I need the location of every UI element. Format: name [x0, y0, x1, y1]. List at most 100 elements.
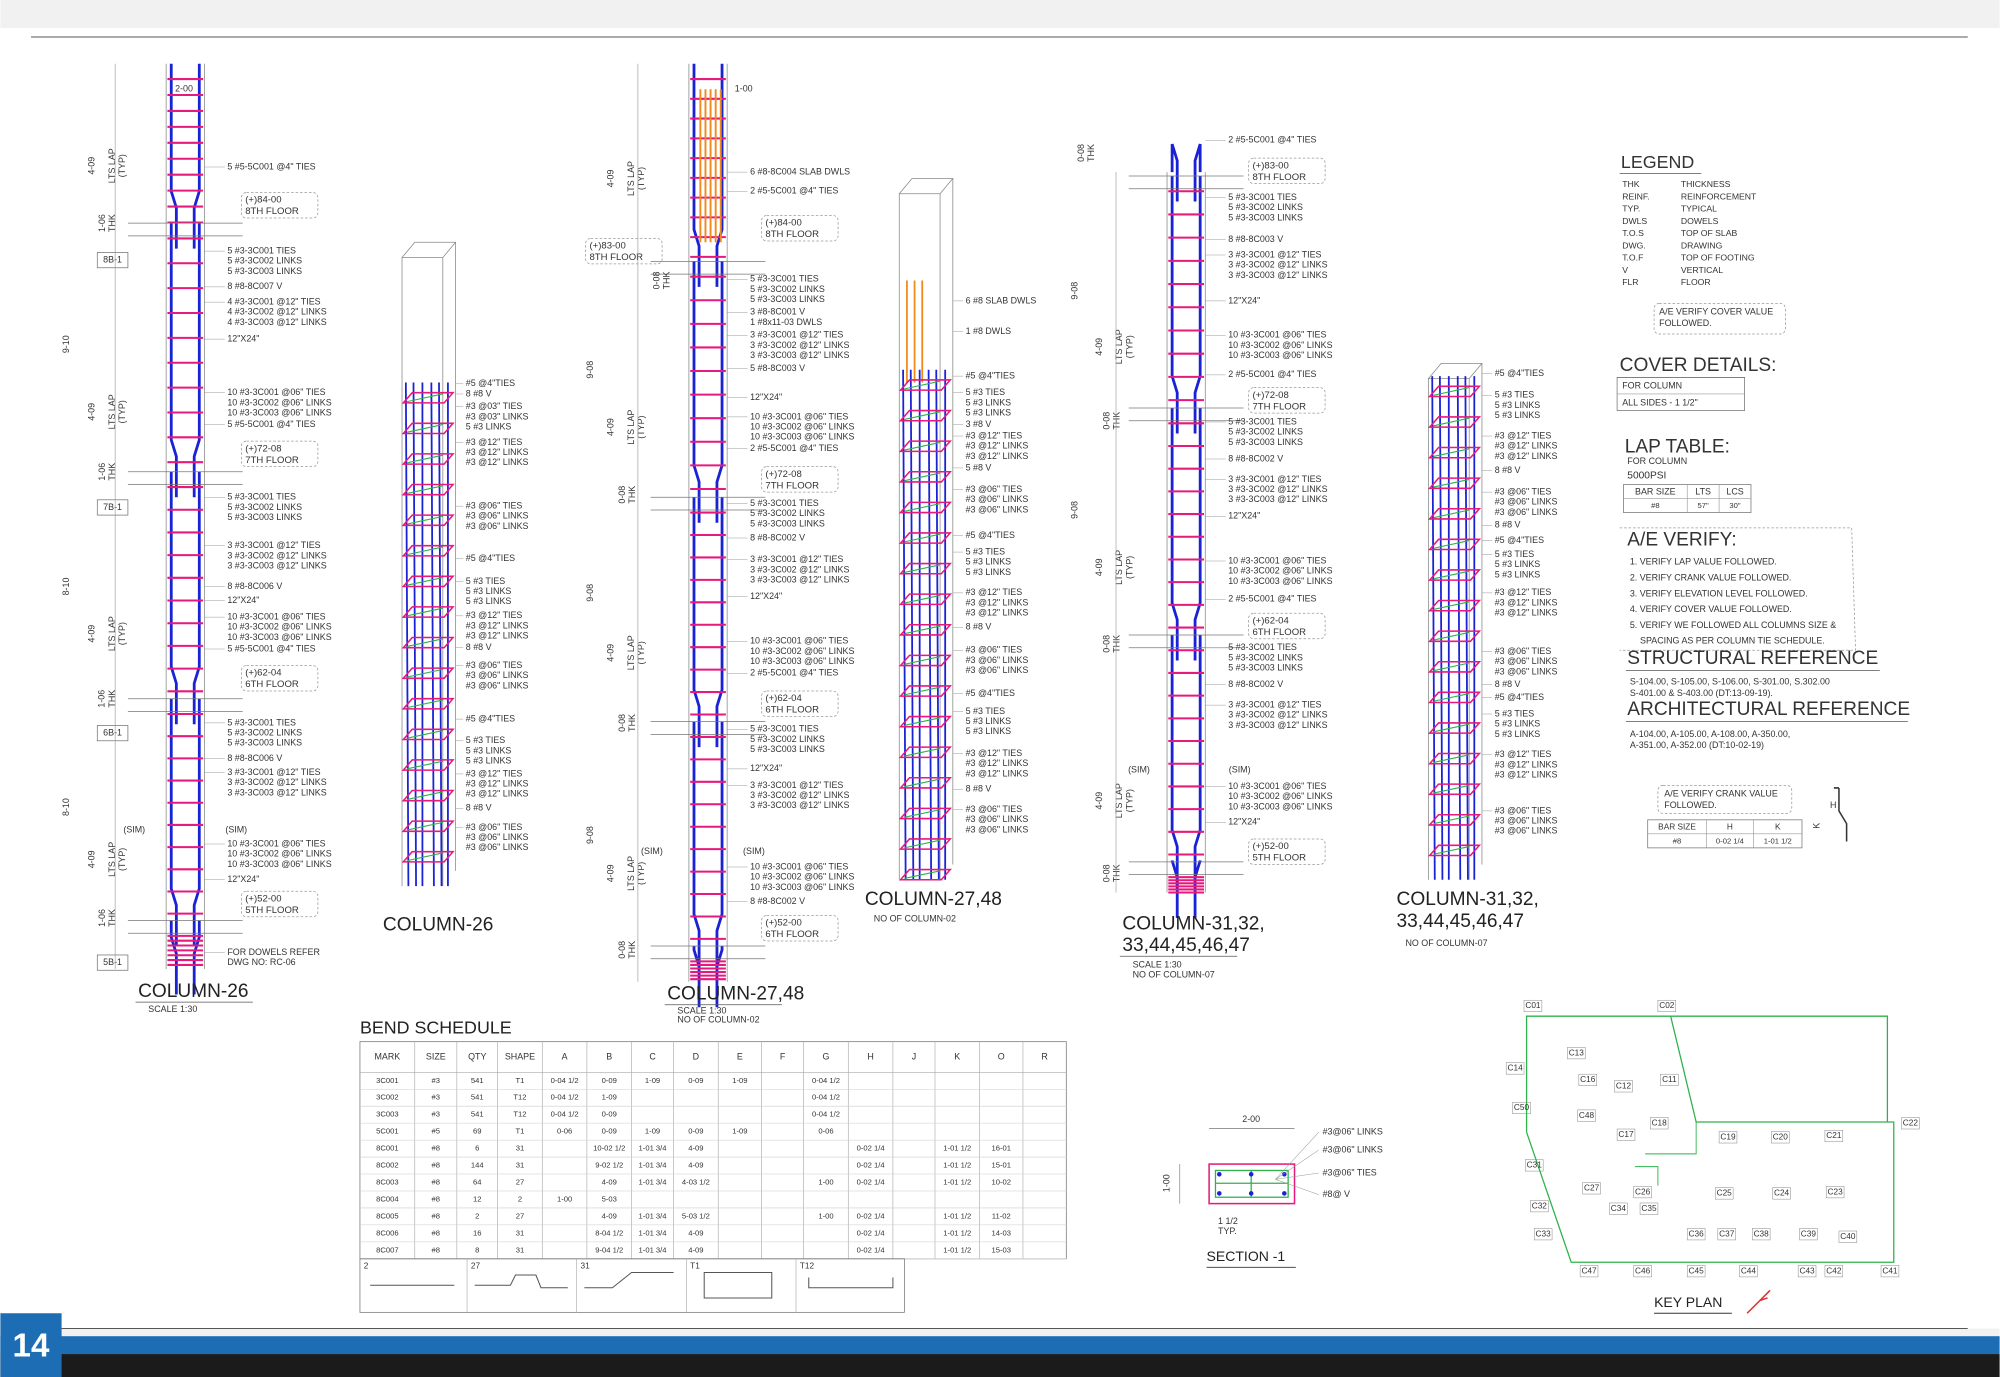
key-plan-label: C43	[1799, 1266, 1815, 1275]
rebar-note: 5 #3-3C003 LINKS	[1228, 662, 1303, 672]
rebar-note: #3 @06" LINKS	[1495, 666, 1558, 676]
section-bar	[1217, 1171, 1222, 1177]
rebar-note: 5 #3 TIES	[466, 735, 506, 745]
dimension: 0-08	[1076, 144, 1086, 162]
crank-symbol-label: H	[1830, 800, 1836, 810]
iso-link	[407, 638, 443, 647]
rebar-note: 5 #3-3C002 LINKS	[227, 727, 302, 737]
key-plan-label: C18	[1652, 1118, 1668, 1127]
rebar-note: 5 #3-3C002 LINKS	[750, 508, 825, 518]
section-title: SECTION -1	[1207, 1248, 1286, 1264]
schedule-header: B	[606, 1051, 612, 1061]
rebar-note: 10 #3-3C001 @06" TIES	[227, 838, 325, 848]
rebar-note: 3 #3-3C001 @12" TIES	[227, 540, 320, 550]
rebar-note: #3 @12" LINKS	[466, 778, 529, 788]
schedule-cell: 14-03	[992, 1228, 1012, 1237]
rebar-note: 8 #8 V	[1495, 465, 1521, 475]
legend-title: LEGEND	[1621, 152, 1694, 172]
schedule-cell: 3C003	[376, 1110, 398, 1119]
floor-tag	[1248, 838, 1326, 865]
schedule-cell: 1-01 1/2	[943, 1178, 971, 1187]
vertical-bar	[692, 946, 701, 1008]
schedule-header: J	[912, 1051, 916, 1061]
rebar-note: 10 #3-3C002 @06" LINKS	[227, 622, 331, 632]
iso-link	[904, 380, 941, 390]
rebar-note: 8 #8 V	[1495, 679, 1521, 689]
iso-tie	[1427, 507, 1482, 520]
shapes-table	[359, 1258, 905, 1313]
iso-link	[1433, 387, 1470, 396]
rebar-note: #5 @4"TIES	[1495, 368, 1544, 378]
shape-sketch	[808, 1277, 894, 1289]
dimension: 1-00	[1161, 1174, 1171, 1192]
note-box	[1657, 785, 1793, 814]
iso-tie	[898, 715, 952, 728]
vertical-bar	[715, 721, 724, 972]
schedule-cell: 4-09	[688, 1245, 703, 1254]
leader	[1275, 1149, 1319, 1180]
dimension: LTS LAP	[1114, 329, 1124, 364]
legend-meaning: THICKNESS	[1681, 179, 1731, 189]
section-bar	[1248, 1171, 1254, 1177]
rebar-note: #3 @06" LINKS	[466, 521, 529, 531]
beam-ref-box	[96, 725, 129, 742]
key-plan-tag	[1686, 1265, 1706, 1278]
rebar-note: 3 #3-3C002 @12" LINKS	[227, 777, 326, 787]
iso-tie	[898, 532, 952, 544]
rebar-note: #5 @4"TIES	[966, 370, 1015, 380]
reference-title: STRUCTURAL REFERENCE	[1627, 648, 1878, 669]
rebar-note: 10 #3-3C003 @06" LINKS	[1228, 801, 1332, 811]
iso-link	[1433, 846, 1470, 855]
column-subtitle: SCALE 1:30	[148, 1004, 197, 1014]
iso-tie	[1427, 691, 1482, 704]
schedule-cell: 8-04 1/2	[595, 1228, 623, 1237]
schedule-header: A	[562, 1051, 568, 1061]
key-plan-label: C17	[1618, 1130, 1634, 1139]
key-plan-label: C33	[1536, 1229, 1552, 1238]
rebar-note: 8 #8-8C002 V	[1228, 453, 1283, 463]
rebar-note: #3 @06" LINKS	[966, 494, 1029, 504]
ae-title: A/E VERIFY:	[1627, 530, 1736, 551]
iso-tie	[401, 697, 455, 710]
schedule-cell: #3	[432, 1110, 440, 1119]
dimension: (SIM)	[743, 846, 765, 856]
iso-link	[904, 656, 941, 665]
lap-header: BAR SIZE	[1635, 487, 1676, 497]
key-plan-tag	[1838, 1230, 1858, 1243]
cover-note: A/E VERIFY COVER VALUE	[1659, 307, 1773, 317]
rebar-note: 12"X24"	[1228, 511, 1260, 521]
floor-tag	[761, 215, 839, 242]
schedule-cell: 0-02 1/4	[857, 1228, 886, 1237]
rebar-note: #5 @4"TIES	[466, 378, 515, 388]
iso-tie	[401, 483, 455, 496]
dimension: 0-08	[651, 272, 661, 290]
schedule-header: E	[737, 1051, 743, 1061]
rebar-note: 5 #3-3C003 LINKS	[750, 518, 825, 528]
key-plan-label: C27	[1584, 1183, 1600, 1192]
iso-tie	[401, 850, 455, 863]
schedule-cell: 0-04 1/2	[812, 1093, 840, 1102]
dimension: 9-08	[1070, 282, 1080, 300]
vertical-bar	[169, 223, 178, 498]
column-title: COLUMN-26	[383, 915, 493, 936]
leader	[1275, 1172, 1319, 1180]
iso-tie	[898, 776, 952, 789]
crank-symbol	[1833, 787, 1848, 842]
crank-cell: 0-02 1/4	[1716, 837, 1745, 846]
ae-item: 5. VERIFY WE FOLLOWED ALL COLUMNS SIZE &	[1630, 620, 1836, 630]
rebar-note: 2 #5-5C001 @4" TIES	[1228, 369, 1316, 379]
key-plan-label: C39	[1801, 1229, 1817, 1238]
rebar-note: 10 #3-3C002 @06" LINKS	[1228, 340, 1332, 350]
dimension: (TYP)	[636, 167, 646, 190]
key-plan-label: C11	[1662, 1075, 1677, 1084]
iso-tie	[401, 728, 455, 741]
dimension: 0-08	[1101, 635, 1111, 653]
floor-tag-text: 8TH FLOOR	[1252, 172, 1306, 183]
iso-link	[1433, 448, 1470, 458]
floor-tag-text: (+)84-00	[765, 218, 801, 229]
iso-tie	[1427, 599, 1482, 612]
vertical-bar	[692, 497, 701, 748]
rebar-note: 5 #3-3C001 TIES	[227, 717, 296, 727]
schedule-cell: 8C004	[376, 1194, 399, 1203]
